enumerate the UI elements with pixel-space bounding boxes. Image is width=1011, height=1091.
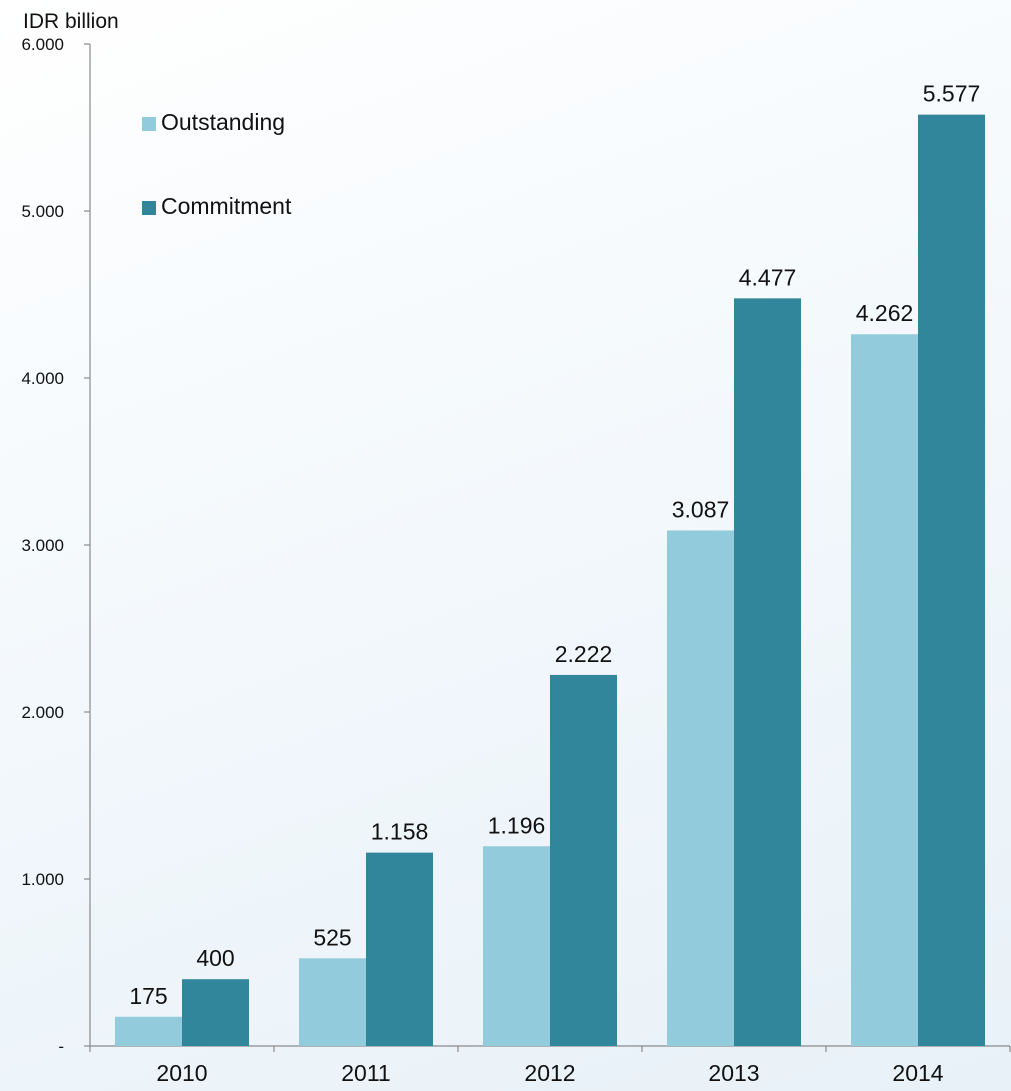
- data-label: 1.158: [371, 819, 429, 845]
- data-label: 5.577: [923, 81, 981, 107]
- bar-commitment: [182, 979, 249, 1046]
- bar-commitment: [366, 852, 433, 1046]
- bar-outstanding: [851, 334, 918, 1047]
- y-tick-label: 2.000: [21, 703, 64, 722]
- x-category-label: 2012: [524, 1060, 575, 1086]
- y-tick-label: 5.000: [21, 202, 64, 221]
- data-label: 525: [313, 924, 351, 950]
- data-label: 4.477: [739, 264, 797, 290]
- data-label: 2.222: [555, 641, 613, 667]
- y-tick-label: -: [58, 1037, 64, 1056]
- data-label: 175: [129, 983, 167, 1009]
- x-category-label: 2011: [341, 1060, 390, 1086]
- y-tick-label: 6.000: [21, 35, 64, 54]
- legend-swatch: [142, 117, 156, 131]
- bar-commitment: [918, 114, 985, 1047]
- x-category-label: 2013: [708, 1060, 759, 1086]
- y-tick-label: 4.000: [21, 369, 64, 388]
- bar-outstanding: [299, 958, 366, 1046]
- plot-area: - 1.000 2.000 3.000 4.000 5.000 6.000 2010 175 40…: [21, 35, 1011, 1086]
- y-tick-label: 1.000: [21, 870, 64, 889]
- bar-outstanding: [667, 530, 734, 1046]
- data-label: 4.262: [856, 300, 914, 326]
- y-tick-label: 3.000: [21, 536, 64, 555]
- bar-outstanding: [483, 846, 550, 1046]
- data-label: 3.087: [672, 496, 730, 522]
- y-axis-unit-label: IDR billion: [23, 10, 119, 33]
- data-label: 400: [196, 945, 234, 971]
- x-category-label: 2010: [156, 1060, 207, 1086]
- legend-label: Outstanding: [161, 109, 285, 135]
- legend-swatch: [142, 201, 156, 215]
- data-label: 1.196: [488, 812, 546, 838]
- bar-commitment: [734, 298, 801, 1046]
- bar-outstanding: [115, 1016, 182, 1046]
- legend-label: Commitment: [161, 193, 292, 219]
- bar-commitment: [550, 674, 617, 1046]
- x-category-label: 2014: [892, 1060, 943, 1086]
